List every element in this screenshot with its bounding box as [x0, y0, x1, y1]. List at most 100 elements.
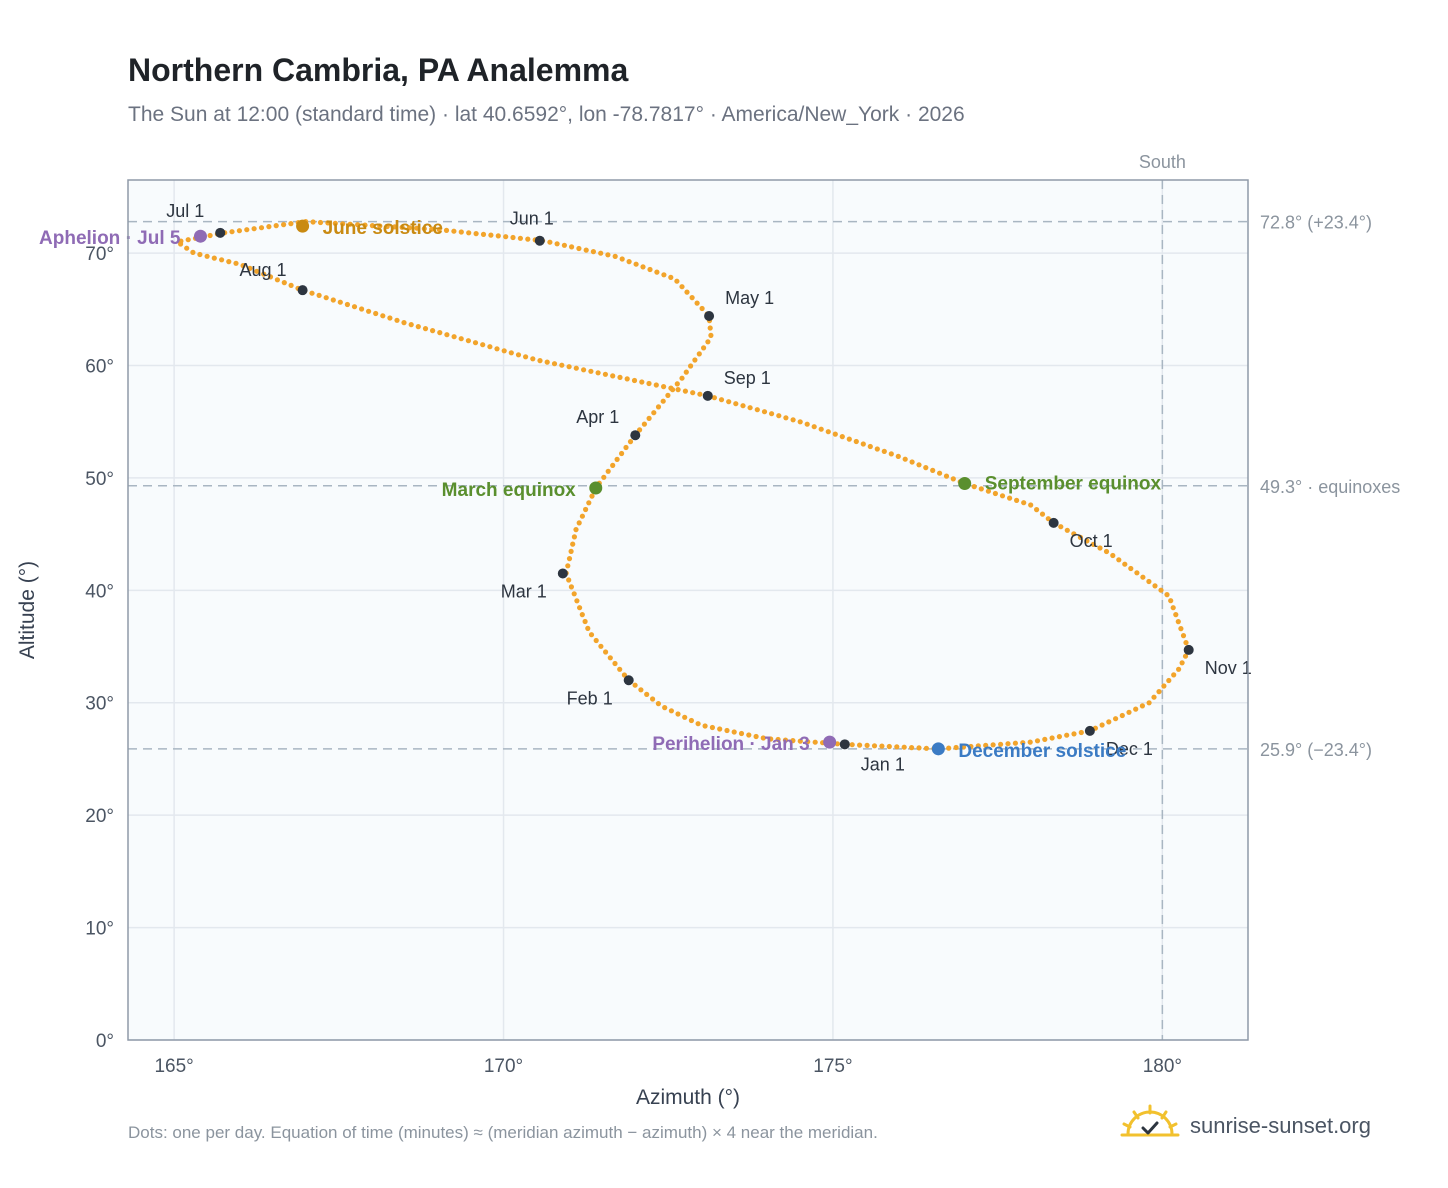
daily-dot — [761, 409, 768, 415]
daily-dot — [571, 591, 577, 597]
daily-dot — [288, 221, 294, 227]
daily-dot — [619, 450, 625, 457]
daily-dot — [857, 742, 863, 748]
daily-dot — [573, 365, 579, 371]
event-markers: June solstice December solstice March equi… — [39, 218, 1161, 762]
daily-dot — [983, 742, 989, 749]
daily-dot — [790, 738, 796, 744]
daily-dot — [1099, 722, 1105, 728]
daily-dot — [347, 221, 353, 227]
brand-logo[interactable]: sunrise-sunset.org — [1120, 1102, 1400, 1150]
daily-dot — [197, 251, 203, 258]
daily-dot — [576, 520, 582, 526]
daily-dot — [406, 225, 413, 231]
daily-dot — [547, 239, 553, 245]
daily-dot — [571, 534, 578, 540]
daily-dot — [274, 277, 280, 283]
daily-dot — [674, 278, 680, 284]
daily-dot — [1178, 626, 1184, 632]
month-markers: Jan 1 Feb 1 Mar 1 Apr 1 May 1 Jun 1 Jul 1 Aug 1… — [166, 201, 1252, 775]
event-marker — [958, 477, 972, 491]
daily-dot — [577, 605, 583, 611]
daily-dot — [1084, 538, 1090, 544]
daily-dot — [617, 374, 623, 380]
daily-dot — [867, 443, 873, 450]
daily-dot — [1077, 534, 1083, 541]
brand-name: sunrise-sunset.org — [1190, 1113, 1371, 1138]
daily-dot — [990, 742, 996, 748]
daily-dot — [661, 272, 667, 278]
daily-dot — [626, 259, 632, 265]
daily-dot — [1164, 592, 1170, 598]
month-marker — [534, 235, 545, 246]
daily-dot — [894, 744, 900, 750]
daily-dot — [530, 356, 536, 362]
daily-dot — [585, 625, 591, 632]
month-label: Aug 1 — [240, 260, 287, 280]
daily-dot — [640, 264, 646, 270]
daily-dot — [978, 486, 984, 492]
daily-dot — [783, 415, 789, 421]
y-axis-label: Altitude (°) — [16, 561, 39, 659]
daily-dot — [551, 361, 558, 367]
daily-dot — [1122, 561, 1128, 567]
daily-dot — [488, 232, 494, 238]
daily-dot — [1175, 619, 1181, 625]
daily-dot — [603, 649, 609, 655]
daily-sun-positions — [178, 219, 1192, 752]
daily-dot — [387, 315, 393, 321]
daily-dot — [1106, 719, 1112, 725]
daily-dot — [708, 332, 714, 338]
daily-dot — [923, 465, 929, 471]
daily-dot — [668, 708, 675, 714]
daily-dot — [288, 282, 294, 288]
daily-dot — [631, 377, 638, 384]
month-label: Mar 1 — [501, 581, 547, 601]
reference-line-label: 72.8° (+23.4°) — [1260, 213, 1372, 233]
daily-dot — [1146, 578, 1152, 585]
daily-dot — [451, 228, 457, 234]
month-label: Oct 1 — [1070, 531, 1113, 551]
daily-dot — [624, 376, 630, 382]
daily-dot — [818, 426, 824, 432]
daily-dot — [647, 266, 653, 273]
daily-dot — [605, 252, 611, 258]
daily-dot — [598, 643, 604, 649]
daily-dot — [344, 301, 350, 308]
daily-dot — [769, 411, 775, 417]
daily-dot — [184, 245, 190, 251]
month-marker — [839, 739, 850, 750]
month-marker — [215, 227, 226, 238]
daily-dot — [247, 265, 253, 271]
daily-dot — [586, 500, 592, 506]
daily-dot — [849, 742, 855, 748]
daily-dot — [451, 334, 457, 340]
daily-dot — [797, 419, 803, 425]
x-tick-label: 170° — [484, 1056, 523, 1077]
daily-dot — [953, 744, 959, 751]
daily-dot — [674, 381, 680, 387]
daily-dot — [281, 222, 287, 228]
daily-dot — [517, 235, 524, 241]
daily-dot — [943, 473, 950, 479]
month-marker — [630, 430, 641, 441]
daily-dot — [916, 745, 922, 751]
daily-dot — [909, 459, 915, 465]
event-label: June solstice — [323, 218, 443, 239]
daily-dot — [523, 354, 529, 360]
daily-dot — [612, 660, 618, 667]
daily-dot — [909, 745, 915, 751]
daily-dot — [747, 405, 753, 411]
daily-dot — [503, 234, 509, 240]
daily-dot — [1133, 706, 1139, 712]
daily-dot — [999, 493, 1006, 499]
event-label: December solstice — [958, 741, 1126, 762]
daily-dot — [310, 219, 316, 225]
daily-dot — [211, 255, 217, 261]
daily-dot — [644, 691, 650, 698]
daily-dot — [415, 324, 421, 330]
daily-dot — [1103, 548, 1110, 555]
plot-frame — [127, 179, 1249, 1041]
month-marker — [1183, 644, 1194, 655]
